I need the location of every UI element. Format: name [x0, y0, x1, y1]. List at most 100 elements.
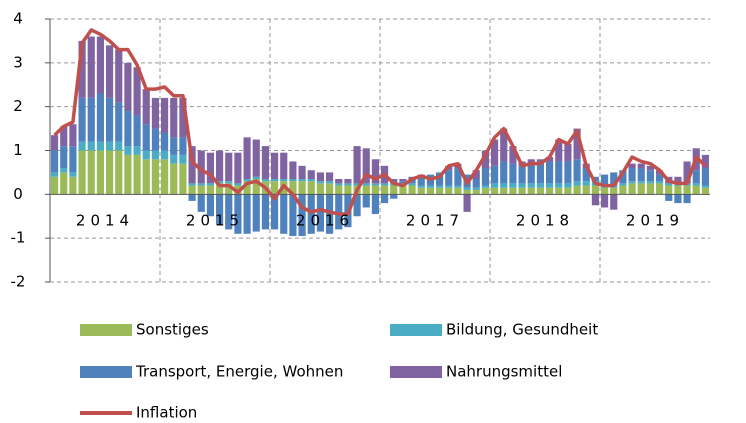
bar-segment: [564, 143, 572, 162]
bar-segment: [509, 183, 517, 188]
bar-segment: [161, 150, 169, 160]
bar-segment: [161, 97, 169, 133]
bar-segment: [408, 185, 416, 195]
bar-segment: [701, 168, 709, 186]
bar-segment: [188, 146, 196, 184]
bar-segment: [628, 168, 636, 182]
x-tick-label: 2014: [76, 212, 134, 230]
bar-segment: [500, 187, 508, 195]
bar-segment: [683, 185, 691, 195]
bar-segment: [408, 183, 416, 186]
bar-segment: [298, 181, 306, 195]
bar-segment: [656, 183, 664, 195]
x-tick-label: 2018: [516, 212, 574, 230]
bar-segment: [106, 150, 114, 195]
y-tick-label: 2: [13, 97, 23, 115]
bar-segment: [472, 178, 480, 188]
bar-segment: [481, 168, 489, 186]
bar-segment: [555, 187, 563, 195]
bar-segment: [106, 97, 114, 142]
bar-segment: [646, 165, 654, 171]
bar-segment: [51, 172, 59, 177]
bar-segment: [87, 36, 95, 98]
bar-segment: [637, 183, 645, 195]
bar-segment: [591, 194, 599, 206]
bar-segment: [344, 183, 352, 186]
bar-segment: [326, 181, 334, 184]
bar-segment: [142, 89, 150, 125]
bar-segment: [610, 172, 618, 186]
bar-segment: [225, 181, 233, 184]
bar-segment: [344, 178, 352, 184]
bar-segment: [78, 150, 86, 195]
bar-segment: [96, 150, 104, 195]
bar-segment: [307, 194, 315, 234]
bar-segment: [252, 176, 260, 179]
bar-segment: [124, 154, 132, 195]
bar-segment: [170, 163, 178, 195]
bar-segment: [381, 183, 389, 186]
bar-segment: [619, 170, 627, 184]
bar-segment: [546, 161, 554, 184]
bar-segment: [271, 152, 279, 179]
bar-segment: [637, 168, 645, 182]
bar-segment: [619, 185, 627, 195]
bar-segment: [261, 178, 269, 182]
bar-segment: [289, 178, 297, 182]
bar-segment: [436, 172, 444, 186]
bar-segment: [78, 141, 86, 151]
legend-label: Nahrungsmittel: [446, 363, 562, 381]
bar-segment: [390, 185, 398, 195]
bar-segment: [665, 194, 673, 201]
legend-label: Inflation: [136, 404, 197, 422]
bar-segment: [298, 165, 306, 179]
bar-segment: [573, 181, 581, 186]
bar-segment: [353, 146, 361, 184]
bar-segment: [564, 161, 572, 184]
bar-segment: [536, 163, 544, 184]
bar-segment: [51, 176, 59, 195]
bar-segment: [463, 187, 471, 190]
bar-segment: [316, 181, 324, 184]
bar-segment: [96, 93, 104, 142]
bar-segment: [518, 165, 526, 184]
y-tick-label: 1: [13, 141, 23, 159]
bar-segment: [289, 181, 297, 195]
bar-segment: [142, 150, 150, 160]
bar-segment: [701, 154, 709, 169]
bar-segment: [151, 159, 159, 195]
bar-segment: [69, 146, 77, 173]
bar-segment: [124, 62, 132, 112]
bar-segment: [426, 185, 434, 188]
legend-label: Sonstiges: [136, 321, 209, 339]
bar-segment: [527, 159, 535, 164]
bar-segment: [371, 185, 379, 195]
y-tick-label: 0: [13, 185, 23, 203]
bar-segment: [564, 183, 572, 188]
bar-segment: [582, 168, 590, 182]
bar-segment: [179, 163, 187, 195]
bar-segment: [701, 187, 709, 195]
bar-segment: [133, 67, 141, 116]
bar-segment: [307, 178, 315, 182]
bar-segment: [555, 139, 563, 162]
bar-segment: [665, 183, 673, 186]
bar-segment: [362, 183, 370, 186]
bar-segment: [216, 183, 224, 195]
bar-segment: [298, 194, 306, 236]
bar-segment: [142, 124, 150, 151]
bar-segment: [573, 159, 581, 182]
bar-segment: [170, 97, 178, 138]
x-tick-label: 2019: [626, 212, 684, 230]
x-tick-label: 2016: [296, 212, 354, 230]
bar-segment: [371, 183, 379, 186]
bar-segment: [234, 183, 242, 186]
bar-segment: [307, 181, 315, 195]
bar-segment: [206, 185, 214, 195]
bar-segment: [399, 181, 407, 184]
bar-segment: [417, 176, 425, 186]
bar-segment: [280, 194, 288, 234]
bar-segment: [509, 163, 517, 184]
bar-segment: [436, 187, 444, 195]
bar-segment: [225, 183, 233, 195]
